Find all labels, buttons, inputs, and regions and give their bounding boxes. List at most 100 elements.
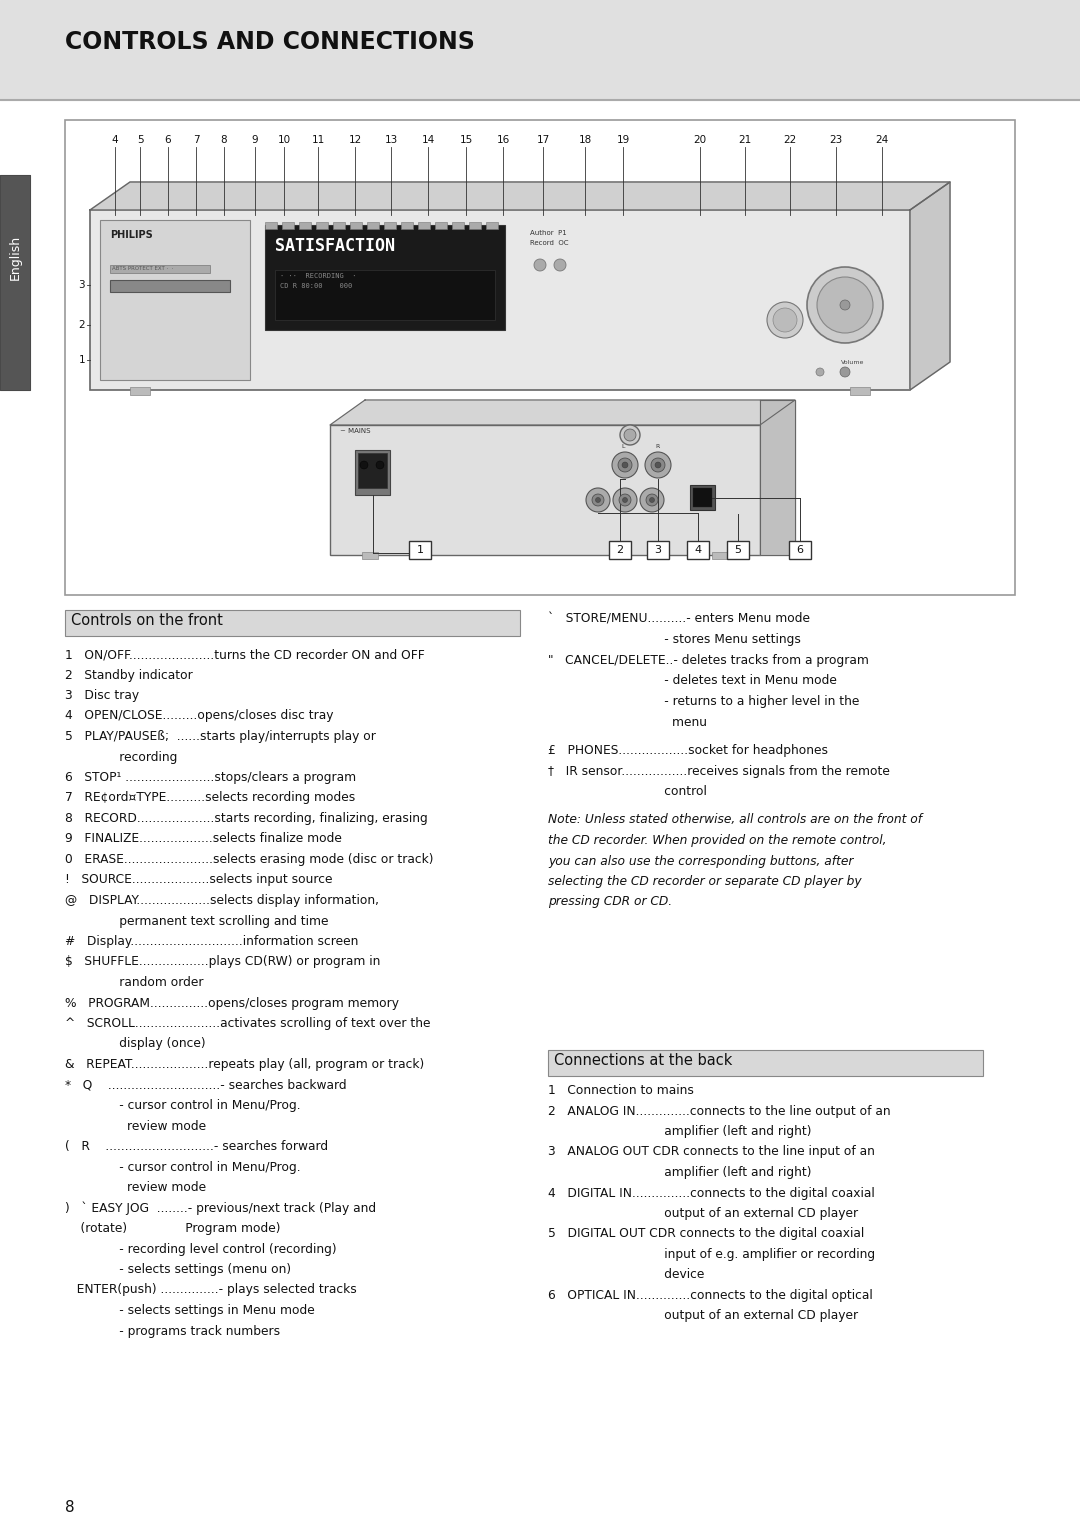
Text: control: control bbox=[548, 785, 707, 798]
Text: 9: 9 bbox=[252, 134, 258, 145]
Circle shape bbox=[816, 368, 824, 376]
Circle shape bbox=[654, 461, 661, 468]
Text: you can also use the corresponding buttons, after: you can also use the corresponding butto… bbox=[548, 854, 853, 868]
Circle shape bbox=[773, 309, 797, 332]
Text: ENTER(push) ...............- plays selected tracks: ENTER(push) ...............- plays selec… bbox=[65, 1284, 356, 1296]
Text: 6: 6 bbox=[797, 545, 804, 555]
Text: "   CANCEL/DELETE..- deletes tracks from a program: " CANCEL/DELETE..- deletes tracks from a… bbox=[548, 654, 869, 668]
Circle shape bbox=[595, 498, 600, 503]
Bar bbox=[357, 452, 387, 487]
Bar bbox=[130, 387, 150, 396]
Text: (rotate)               Program mode): (rotate) Program mode) bbox=[65, 1222, 281, 1235]
Text: selecting the CD recorder or separate CD player by: selecting the CD recorder or separate CD… bbox=[548, 876, 862, 888]
Text: 4   DIGITAL IN...............connects to the digital coaxial: 4 DIGITAL IN...............connects to t… bbox=[548, 1187, 875, 1199]
Text: recording: recording bbox=[65, 750, 177, 764]
Circle shape bbox=[651, 458, 665, 472]
Text: review mode: review mode bbox=[65, 1120, 206, 1132]
Text: 7: 7 bbox=[192, 134, 200, 145]
Text: 1   Connection to mains: 1 Connection to mains bbox=[548, 1083, 693, 1097]
Bar bbox=[330, 425, 760, 555]
Text: 13: 13 bbox=[384, 134, 397, 145]
Bar bbox=[110, 264, 210, 274]
Text: menu: menu bbox=[548, 715, 707, 729]
Text: CONTROLS AND CONNECTIONS: CONTROLS AND CONNECTIONS bbox=[65, 31, 475, 53]
Circle shape bbox=[586, 487, 610, 512]
Text: - stores Menu settings: - stores Menu settings bbox=[548, 634, 801, 646]
Bar bbox=[265, 225, 505, 330]
Text: 14: 14 bbox=[421, 134, 434, 145]
Text: 2   ANALOG IN..............connects to the line output of an: 2 ANALOG IN..............connects to the… bbox=[548, 1105, 891, 1117]
Text: - selects settings (menu on): - selects settings (menu on) bbox=[65, 1264, 292, 1276]
Circle shape bbox=[620, 425, 640, 445]
Text: 5   PLAY/PAUSEß;  ......starts play/interrupts play or: 5 PLAY/PAUSEß; ......starts play/interru… bbox=[65, 730, 376, 743]
Text: 18: 18 bbox=[579, 134, 592, 145]
Text: ^   SCROLL......................activates scrolling of text over the: ^ SCROLL......................activates … bbox=[65, 1018, 431, 1030]
Circle shape bbox=[534, 260, 546, 270]
Circle shape bbox=[376, 461, 384, 469]
Text: 9   FINALIZE...................selects finalize mode: 9 FINALIZE...................selects fin… bbox=[65, 833, 342, 845]
Circle shape bbox=[612, 452, 638, 478]
Text: SATISFACTION: SATISFACTION bbox=[275, 237, 395, 255]
Bar bbox=[110, 280, 230, 292]
Text: 3   ANALOG OUT CDR connects to the line input of an: 3 ANALOG OUT CDR connects to the line in… bbox=[548, 1146, 875, 1158]
Text: 19: 19 bbox=[617, 134, 630, 145]
Bar bbox=[727, 541, 750, 559]
Text: 24: 24 bbox=[876, 134, 889, 145]
Text: output of an external CD player: output of an external CD player bbox=[548, 1207, 859, 1219]
Text: Note: Unless stated otherwise, all controls are on the front of: Note: Unless stated otherwise, all contr… bbox=[548, 813, 922, 827]
Polygon shape bbox=[910, 182, 950, 390]
Bar bbox=[453, 222, 464, 229]
Text: · ··  RECORDING  ·: · ·· RECORDING · bbox=[280, 274, 356, 280]
Text: #   Display.............................information screen: # Display.............................in… bbox=[65, 935, 359, 947]
Text: ~ MAINS: ~ MAINS bbox=[340, 428, 370, 434]
Text: !   SOURCE....................selects input source: ! SOURCE....................selects inpu… bbox=[65, 874, 333, 886]
Text: 10: 10 bbox=[278, 134, 291, 145]
Bar bbox=[693, 487, 712, 507]
Text: 12: 12 bbox=[349, 134, 362, 145]
Text: 20: 20 bbox=[693, 134, 706, 145]
Circle shape bbox=[816, 277, 873, 333]
Text: - programs track numbers: - programs track numbers bbox=[65, 1325, 280, 1337]
Circle shape bbox=[840, 299, 850, 310]
Text: £   PHONES..................socket for headphones: £ PHONES..................socket for hea… bbox=[548, 744, 828, 756]
Text: 7   RE¢ord¤TYPE..........selects recording modes: 7 RE¢ord¤TYPE..........selects recording… bbox=[65, 792, 355, 805]
Text: (   R    ............................- searches forward: ( R ............................- search… bbox=[65, 1140, 328, 1154]
Circle shape bbox=[613, 487, 637, 512]
Text: 0   ERASE.......................selects erasing mode (disc or track): 0 ERASE.......................selects er… bbox=[65, 853, 433, 866]
Text: 1: 1 bbox=[417, 545, 423, 555]
Text: $   SHUFFLE..................plays CD(RW) or program in: $ SHUFFLE..................plays CD(RW) … bbox=[65, 955, 380, 969]
Polygon shape bbox=[760, 400, 795, 555]
Text: `   STORE/MENU..........- enters Menu mode: ` STORE/MENU..........- enters Menu mode bbox=[548, 613, 810, 626]
Bar bbox=[355, 451, 390, 495]
Text: 4: 4 bbox=[111, 134, 119, 145]
Bar bbox=[265, 222, 276, 229]
Bar bbox=[282, 222, 294, 229]
Text: pressing CDR or CD.: pressing CDR or CD. bbox=[548, 895, 672, 909]
Text: amplifier (left and right): amplifier (left and right) bbox=[548, 1125, 811, 1138]
Text: 2   Standby indicator: 2 Standby indicator bbox=[65, 669, 192, 681]
Text: 4: 4 bbox=[694, 545, 702, 555]
Text: 1: 1 bbox=[79, 354, 85, 365]
Text: Record  OC: Record OC bbox=[530, 240, 568, 246]
Text: 2: 2 bbox=[617, 545, 623, 555]
Text: 4   OPEN/CLOSE.........opens/closes disc tray: 4 OPEN/CLOSE.........opens/closes disc t… bbox=[65, 709, 334, 723]
Text: review mode: review mode bbox=[65, 1181, 206, 1193]
Text: 17: 17 bbox=[537, 134, 550, 145]
Bar bbox=[275, 270, 495, 319]
Bar bbox=[0, 176, 30, 390]
Circle shape bbox=[622, 461, 627, 468]
Circle shape bbox=[592, 494, 604, 506]
Text: input of e.g. amplifier or recording: input of e.g. amplifier or recording bbox=[548, 1248, 875, 1261]
Bar bbox=[469, 222, 481, 229]
Text: Volume: Volume bbox=[841, 361, 865, 365]
Text: 8   RECORD....................starts recording, finalizing, erasing: 8 RECORD....................starts recor… bbox=[65, 811, 428, 825]
Text: 11: 11 bbox=[311, 134, 325, 145]
Bar bbox=[65, 121, 1015, 594]
Polygon shape bbox=[90, 182, 950, 209]
Bar bbox=[367, 222, 379, 229]
Bar bbox=[401, 222, 413, 229]
Text: R: R bbox=[656, 445, 660, 449]
Polygon shape bbox=[330, 400, 795, 425]
Circle shape bbox=[767, 303, 804, 338]
Text: device: device bbox=[548, 1268, 704, 1282]
